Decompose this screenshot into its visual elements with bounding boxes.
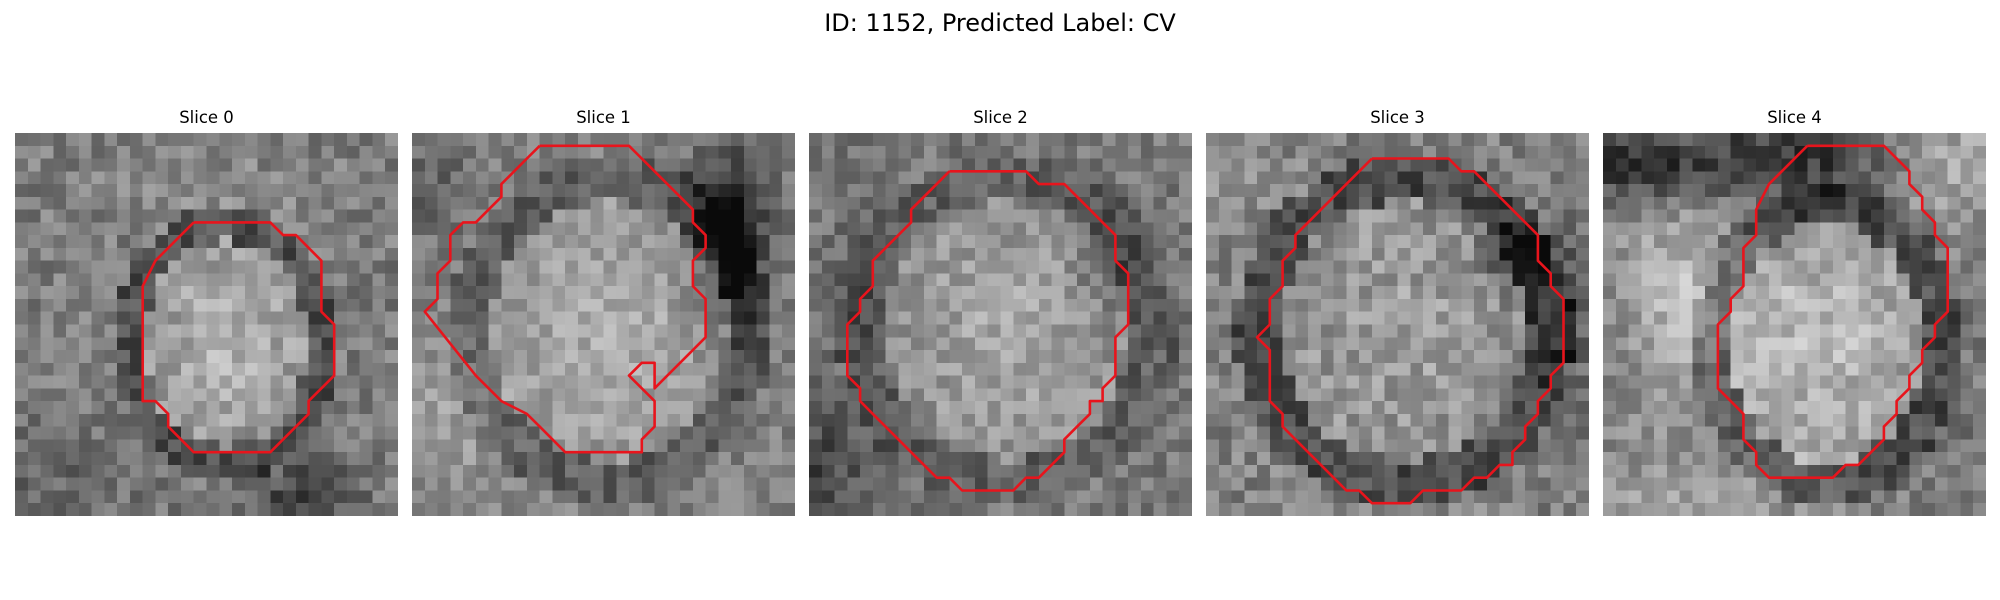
slice-title: Slice 4 [1767,108,1822,127]
slice-title: Slice 2 [973,108,1028,127]
slice-panel-4: Slice 4 [1603,106,1986,526]
slice-image [809,133,1192,516]
slice-image [1603,133,1986,516]
slice-title: Slice 1 [576,108,631,127]
slice-image [15,133,398,516]
slice-title: Slice 0 [179,108,234,127]
slice-panel-1: Slice 1 [412,106,795,526]
slice-panel-3: Slice 3 [1206,106,1589,526]
slice-image [412,133,795,516]
slice-title: Slice 3 [1370,108,1425,127]
slice-image [1206,133,1589,516]
figure-title: ID: 1152, Predicted Label: CV [824,9,1176,37]
slice-panel-0: Slice 0 [15,106,398,526]
slice-panel-2: Slice 2 [809,106,1192,526]
